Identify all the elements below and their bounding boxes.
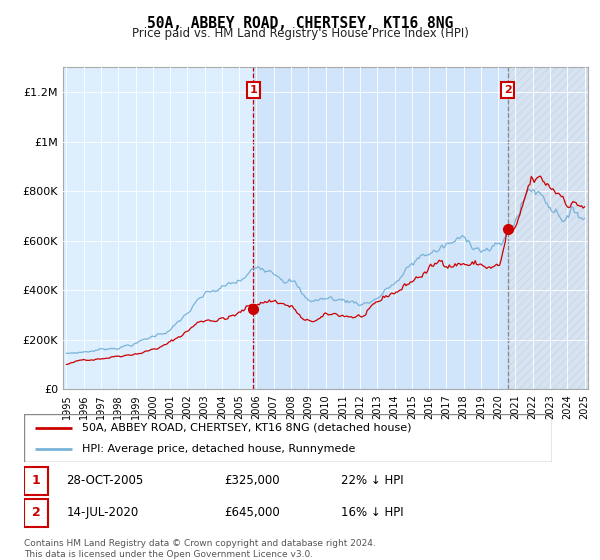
Text: £645,000: £645,000 [224, 506, 280, 519]
Text: HPI: Average price, detached house, Runnymede: HPI: Average price, detached house, Runn… [82, 444, 355, 454]
Text: 2: 2 [32, 506, 40, 519]
Text: 28-OCT-2005: 28-OCT-2005 [66, 474, 143, 487]
Text: 16% ↓ HPI: 16% ↓ HPI [341, 506, 403, 519]
Text: 2: 2 [503, 85, 511, 95]
Text: Contains HM Land Registry data © Crown copyright and database right 2024.
This d: Contains HM Land Registry data © Crown c… [24, 539, 376, 559]
Text: 14-JUL-2020: 14-JUL-2020 [66, 506, 139, 519]
Text: 50A, ABBEY ROAD, CHERTSEY, KT16 8NG: 50A, ABBEY ROAD, CHERTSEY, KT16 8NG [147, 16, 453, 31]
Text: 1: 1 [250, 85, 257, 95]
Bar [24, 498, 48, 527]
Bar [508, 67, 588, 389]
Bar [24, 466, 48, 495]
Text: 22% ↓ HPI: 22% ↓ HPI [341, 474, 403, 487]
Bar [253, 67, 508, 389]
Text: 50A, ABBEY ROAD, CHERTSEY, KT16 8NG (detached house): 50A, ABBEY ROAD, CHERTSEY, KT16 8NG (det… [82, 423, 412, 433]
Text: Price paid vs. HM Land Registry's House Price Index (HPI): Price paid vs. HM Land Registry's House … [131, 27, 469, 40]
Text: £325,000: £325,000 [224, 474, 280, 487]
Text: 1: 1 [32, 474, 40, 487]
